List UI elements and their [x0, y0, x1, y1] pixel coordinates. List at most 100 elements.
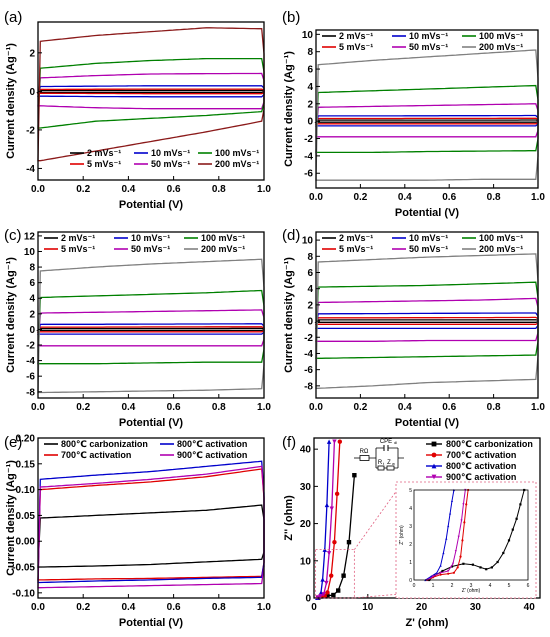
data-point — [450, 499, 454, 502]
panel-label: (c) — [4, 227, 22, 244]
inset-x-tick-label: 5 — [508, 583, 511, 589]
x-tick-label: 0.4 — [121, 402, 135, 413]
data-point — [463, 521, 466, 524]
data-point — [439, 564, 442, 567]
data-point — [318, 593, 323, 599]
plot-frame — [315, 231, 539, 399]
y-tick-label: 8 — [307, 252, 313, 263]
x-tick-label: 1.0 — [531, 402, 545, 413]
data-point — [465, 503, 468, 506]
legend-label: 900℃ activation — [446, 472, 516, 482]
y-tick-label: -8 — [26, 387, 35, 398]
resistor — [377, 465, 385, 471]
plot-frame — [37, 437, 265, 599]
x-tick-label: 0.0 — [309, 402, 323, 413]
legend-label: 2 mVs⁻¹ — [61, 233, 95, 243]
data-point — [329, 573, 334, 578]
y-tick-label: 4 — [29, 294, 35, 305]
series-line — [37, 85, 265, 98]
legend-label: 5 mVs⁻¹ — [87, 159, 121, 169]
inset-series-line — [428, 489, 525, 581]
inset-border — [395, 481, 537, 599]
y-tick-label: 0 — [29, 325, 35, 336]
series-line — [315, 316, 539, 325]
x-tick-label: 0.8 — [212, 602, 226, 613]
y-tick-label: 30 — [300, 482, 312, 493]
data-point — [431, 452, 437, 458]
panel-label: (e) — [4, 434, 22, 451]
x-axis-label: Potential (V) — [119, 617, 184, 629]
inset-x-tick-label: 0 — [413, 583, 416, 589]
data-point — [447, 572, 450, 575]
series-line — [37, 465, 265, 589]
data-point — [456, 566, 459, 569]
data-point — [462, 562, 465, 565]
y-tick-label: 20 — [300, 519, 312, 530]
x-tick-label: 0.6 — [167, 402, 181, 413]
data-point — [431, 441, 437, 447]
y-tick-label: 6 — [307, 268, 313, 279]
y-tick-label: -0.05 — [12, 563, 35, 574]
legend-label: 10 mVs⁻¹ — [409, 31, 448, 41]
data-point — [445, 537, 448, 540]
panel-label: (b) — [282, 9, 300, 26]
y-tick-label: 0.00 — [16, 537, 36, 548]
data-point — [325, 590, 330, 595]
legend-label: 100 mVs⁻¹ — [201, 233, 245, 243]
y-tick-label: -8 — [304, 381, 313, 392]
legend-label: 50 mVs⁻¹ — [131, 244, 170, 254]
legend-label: 100 mVs⁻¹ — [215, 148, 259, 158]
x-tick-label: 0.8 — [212, 402, 226, 413]
legend-label: 700℃ activation — [446, 450, 516, 460]
y-tick-label: 0.05 — [16, 511, 36, 522]
inset-series-line — [427, 489, 466, 581]
y-tick-label: -2 — [304, 333, 313, 344]
x-tick-label: 0.2 — [353, 192, 367, 203]
legend-label: 5 mVs⁻¹ — [339, 244, 373, 254]
plot-frame — [37, 21, 265, 181]
y-axis-label: Current density (Ag⁻¹) — [5, 257, 17, 373]
x-tick-label: 1.0 — [257, 602, 271, 613]
panel-a: 0.0 0.2 0.4 0.6 0.8 1.0 -4 -2 0 2 Potential (V) Cur… — [4, 9, 271, 211]
y-tick-label: 0.10 — [16, 485, 36, 496]
warburg — [386, 465, 395, 471]
y-tick-label: 0 — [29, 87, 35, 98]
y-tick-label: 0 — [307, 317, 313, 328]
data-point — [479, 566, 482, 569]
x-tick-label: 40 — [524, 602, 536, 613]
data-point — [431, 474, 437, 480]
x-tick-label: 1.0 — [257, 184, 271, 195]
y-tick-label: -6 — [304, 169, 313, 180]
data-point — [431, 463, 437, 469]
data-point — [331, 592, 336, 598]
y-tick-label: 12 — [24, 231, 36, 242]
data-point — [461, 539, 464, 542]
circuit-label: CPE — [380, 439, 392, 445]
panel-label: (d) — [282, 227, 300, 244]
inset-x-tick-label: 1 — [432, 583, 435, 589]
capacitor — [383, 445, 389, 451]
y-axis-label: Current density (Ag⁻¹) — [5, 43, 17, 159]
y-tick-label: -4 — [26, 356, 35, 367]
wire — [369, 447, 404, 469]
x-tick-label: 0.4 — [121, 602, 135, 613]
circuit-label: dl — [394, 440, 397, 445]
y-tick-label: 8 — [307, 47, 313, 58]
data-point — [352, 473, 357, 478]
legend-label: 800℃ carbonization — [446, 439, 533, 449]
series-line — [36, 89, 265, 93]
legend-label: 50 mVs⁻¹ — [151, 159, 190, 169]
y-tick-label: 10 — [24, 247, 36, 258]
inset-y-tick-label: 1 — [409, 560, 412, 566]
x-tick-label: 0.0 — [309, 192, 323, 203]
y-tick-label: 8 — [29, 263, 35, 274]
legend-label: 10 mVs⁻¹ — [131, 233, 170, 243]
legend-label: 100 mVs⁻¹ — [479, 233, 523, 243]
x-tick-label: 0.6 — [167, 184, 181, 195]
y-tick-label: -0.10 — [12, 588, 35, 599]
legend-label: 200 mVs⁻¹ — [215, 159, 259, 169]
legend-label: 2 mVs⁻¹ — [339, 233, 373, 243]
y-tick-label: 2 — [29, 48, 35, 59]
